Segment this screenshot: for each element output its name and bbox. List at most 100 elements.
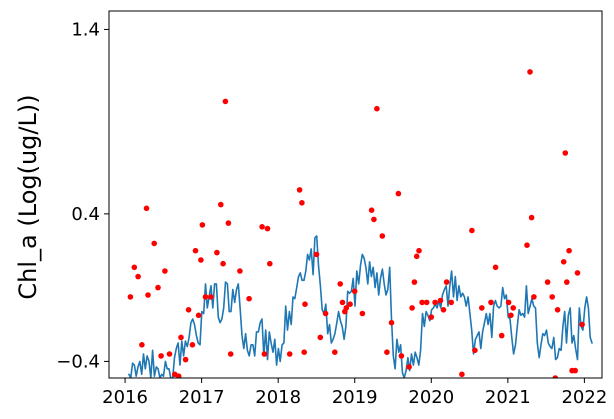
data-point [189, 342, 196, 348]
data-point [301, 349, 308, 356]
data-point [313, 251, 320, 258]
data-point [459, 371, 465, 378]
data-point [359, 310, 366, 317]
data-point [178, 334, 184, 341]
x-tick-label: 2020 [408, 387, 454, 408]
x-tick-label: 2018 [255, 387, 301, 408]
data-point [448, 299, 455, 306]
data-point [409, 305, 415, 311]
data-point [317, 334, 324, 341]
data-point [423, 299, 430, 306]
data-point [208, 294, 214, 300]
data-point [413, 253, 420, 260]
data-point [225, 220, 232, 226]
data-point [192, 247, 199, 254]
data-point [139, 342, 145, 348]
data-point [384, 349, 390, 356]
data-point [286, 351, 293, 357]
data-point [443, 279, 450, 285]
data-point [332, 349, 338, 356]
data-point [246, 295, 252, 302]
data-point [131, 264, 138, 271]
data-point [261, 351, 268, 357]
data-point [398, 353, 405, 359]
data-point [498, 332, 505, 339]
data-point [222, 98, 229, 105]
data-point [419, 299, 425, 306]
data-point [510, 305, 516, 311]
data-point [227, 351, 234, 357]
x-tick-label: 2017 [179, 387, 225, 408]
data-point [524, 242, 530, 248]
x-tick-label: 2019 [332, 387, 378, 408]
data-point [155, 284, 161, 291]
data-point [371, 216, 377, 223]
y-axis-title: Chl_a (Log(ug/L)) [14, 94, 42, 299]
data-point [395, 190, 402, 197]
y-axis: −0.4 0.4 1.4 [56, 19, 109, 372]
data-point [199, 222, 206, 228]
data-point [579, 321, 585, 328]
data-point [302, 301, 308, 308]
data-point [347, 301, 353, 308]
data-point [162, 268, 168, 274]
line-layer [128, 235, 593, 378]
data-point [145, 292, 151, 298]
data-point [549, 294, 555, 300]
data-point [127, 294, 134, 300]
x-tick-label: 2016 [102, 387, 148, 408]
data-point [339, 299, 346, 306]
data-point [428, 314, 435, 320]
data-point [572, 367, 578, 374]
data-point [479, 305, 485, 311]
series-line [128, 235, 593, 378]
y-tick-label: 1.4 [71, 19, 100, 40]
y-tick-label: −0.4 [56, 351, 100, 372]
data-point [202, 294, 209, 300]
data-point [574, 270, 581, 276]
data-point [544, 279, 551, 285]
data-point [195, 312, 202, 319]
data-point [259, 224, 265, 230]
data-point [554, 307, 561, 313]
data-point [406, 364, 412, 370]
data-point [437, 297, 444, 304]
x-tick-label: 2021 [485, 387, 531, 408]
data-point [527, 69, 533, 75]
point-layer [127, 69, 585, 378]
plot-area: 2016 2017 2018 2019 2020 2021 2022 −0.4 0.4 1.4 [56, 10, 607, 408]
data-point [374, 105, 380, 112]
data-point [508, 312, 514, 319]
data-point [531, 294, 537, 300]
data-point [185, 307, 192, 313]
data-point [411, 279, 418, 285]
data-point [143, 205, 150, 212]
data-point [505, 299, 512, 306]
data-point [416, 247, 422, 254]
data-point [562, 150, 569, 156]
x-axis: 2016 2017 2018 2019 2020 2021 2022 [102, 378, 607, 408]
data-point [337, 281, 344, 287]
axes-frame [108, 10, 603, 379]
data-point [472, 347, 478, 354]
data-point [368, 207, 375, 213]
data-point [299, 200, 305, 206]
data-point [158, 353, 164, 359]
data-point [379, 233, 386, 239]
data-point [552, 375, 559, 378]
data-point [388, 319, 395, 326]
data-point [566, 247, 572, 254]
data-point [267, 260, 273, 267]
data-point [218, 201, 224, 208]
data-point [440, 307, 447, 313]
data-point [198, 257, 204, 263]
data-point [564, 279, 570, 285]
data-point [175, 373, 182, 378]
data-point [432, 299, 438, 306]
data-point [237, 268, 243, 274]
data-point [182, 356, 189, 363]
data-point [528, 214, 535, 221]
data-point [343, 305, 350, 311]
